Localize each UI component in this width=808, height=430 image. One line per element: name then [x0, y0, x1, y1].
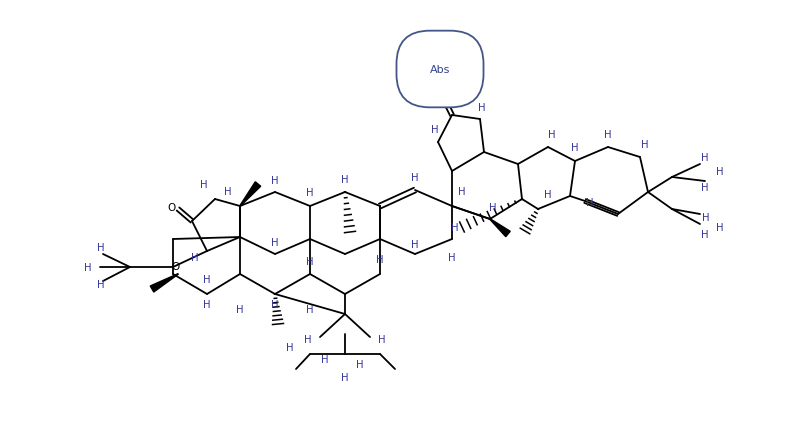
Text: H: H: [322, 354, 329, 364]
Text: H: H: [191, 252, 199, 262]
Text: O: O: [170, 261, 179, 271]
Text: H: H: [701, 183, 709, 193]
Text: H: H: [702, 212, 709, 222]
Text: H: H: [306, 256, 314, 266]
Text: H: H: [448, 252, 456, 262]
Text: H: H: [549, 130, 556, 140]
Text: H: H: [451, 222, 459, 233]
Text: H: H: [236, 304, 244, 314]
Text: H: H: [571, 143, 579, 153]
Text: H: H: [271, 175, 279, 186]
Polygon shape: [150, 274, 178, 292]
Text: H: H: [378, 334, 385, 344]
Text: H: H: [431, 125, 439, 135]
Text: H: H: [271, 299, 279, 309]
Text: H: H: [84, 262, 92, 272]
Text: H: H: [411, 240, 419, 249]
Text: H: H: [204, 299, 211, 309]
Text: H: H: [225, 187, 232, 197]
Text: H: H: [545, 190, 552, 200]
Text: H: H: [458, 187, 465, 197]
Polygon shape: [490, 219, 510, 237]
Text: H: H: [97, 243, 105, 252]
Text: H: H: [587, 197, 594, 208]
Text: H: H: [356, 359, 364, 369]
Text: H: H: [204, 274, 211, 284]
Polygon shape: [240, 182, 261, 207]
Text: H: H: [701, 153, 709, 163]
Text: H: H: [716, 166, 724, 177]
Text: H: H: [271, 237, 279, 247]
Text: H: H: [377, 255, 384, 264]
Text: H: H: [306, 304, 314, 314]
Text: H: H: [701, 230, 709, 240]
Text: Abs: Abs: [430, 65, 450, 75]
Text: H: H: [604, 130, 612, 140]
Text: H: H: [286, 342, 294, 352]
Text: H: H: [642, 140, 649, 150]
Text: H: H: [200, 180, 208, 190]
Text: H: H: [716, 222, 724, 233]
Text: H: H: [341, 175, 349, 184]
Text: H: H: [478, 103, 486, 113]
Text: H: H: [341, 372, 349, 382]
Text: H: H: [490, 203, 497, 212]
Text: O: O: [168, 203, 176, 212]
Text: H: H: [97, 280, 105, 289]
Text: H: H: [411, 172, 419, 183]
Text: H: H: [306, 187, 314, 197]
Text: H: H: [305, 334, 312, 344]
